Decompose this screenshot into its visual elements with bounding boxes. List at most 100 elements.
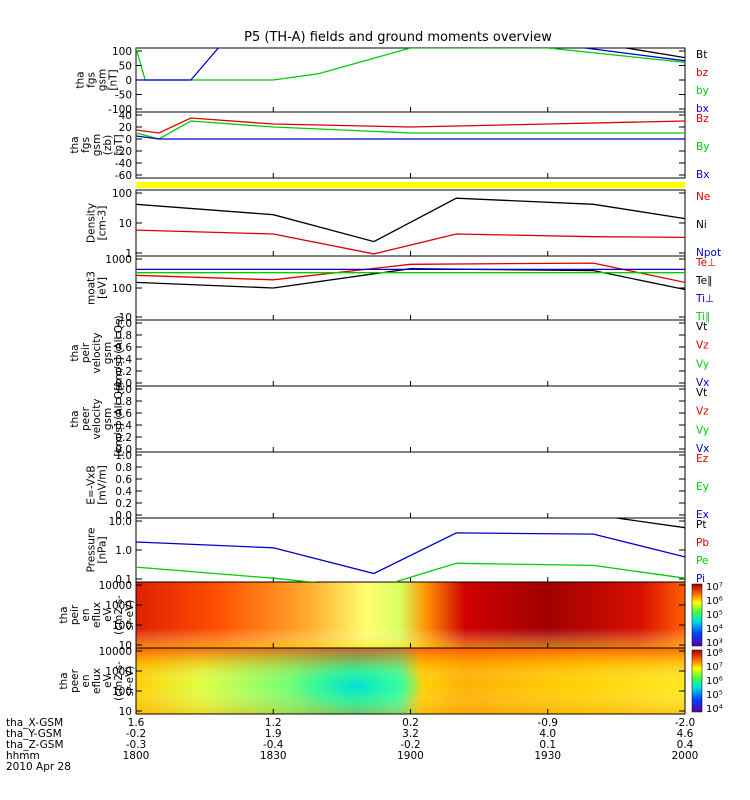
y-axis-label-line: gsm <box>97 69 109 91</box>
y-tick-label: 0.2 <box>115 498 132 510</box>
y-axis-label-line: tha <box>75 71 87 88</box>
y-axis-label-line: E=-VxB <box>86 465 98 504</box>
y-axis-label-line: velocity <box>91 332 103 373</box>
y-axis-label-line: gsm <box>102 408 114 430</box>
y-tick-label: 0.4 <box>115 486 132 498</box>
panel-fgs: 100 50 0 -50 -100 thafgsgsm[nT] Bt bz by bx <box>75 46 709 116</box>
peir-spectrogram-shade <box>136 582 685 648</box>
x-row-value: 0.4 <box>677 739 694 751</box>
x-row-value: 1800 <box>123 750 150 762</box>
y-tick-label: 50 <box>119 61 132 73</box>
legend-entry: Vt <box>696 387 707 399</box>
y-tick-label: 0.8 <box>115 462 132 474</box>
panel-frame <box>135 517 686 583</box>
panel-density: 100 10 1 Density[cm-3] Ne Ni Npot <box>86 188 722 260</box>
legend-entry: Pt <box>696 519 706 531</box>
y-tick-label: -40 <box>115 158 132 170</box>
panel-efield: 1.00.80.60.40.20.0 E=-VxB[mV/m] Ez Ey Ex <box>86 450 709 522</box>
series-line <box>136 120 685 140</box>
x-row-label: tha_X-GSM <box>6 717 63 729</box>
y-axis-label: moat3[eV] <box>86 271 109 305</box>
y-axis-label-line: tha <box>69 136 81 153</box>
x-row-label: tha_Y-GSM <box>6 728 62 740</box>
y-axis-label-line: Density <box>86 203 98 243</box>
y-tick-label: 0.8 <box>115 330 132 342</box>
colorbar <box>691 649 703 713</box>
panel-frame <box>135 451 686 519</box>
y-axis-label-line: peer <box>69 668 81 693</box>
x-row-value: 4.6 <box>677 728 694 740</box>
series-line <box>136 48 685 81</box>
legend-entry: Pb <box>696 537 709 549</box>
series-line <box>616 518 685 529</box>
x-row-value: -0.9 <box>538 717 559 729</box>
legend-entry: Ti∥ <box>695 311 710 323</box>
y-axis-label-line: [nT] <box>108 69 120 90</box>
colorbar-label: 10⁵ <box>706 610 723 621</box>
panel-temp: 1000 100 10 moat3[eV] Te⊥ Te∥ Ti⊥ Ti∥ <box>86 254 717 324</box>
y-axis-label-line: en <box>80 608 92 621</box>
y-tick-label: 1.0 <box>115 384 132 396</box>
y-axis-label-line: [km/s] (All Qs) <box>113 315 125 390</box>
colorbar-label: 10⁴ <box>706 624 723 635</box>
legend-entry: Bt <box>696 49 707 61</box>
y-axis-label-line: moat3 <box>86 271 98 305</box>
y-axis-label-line: tha <box>69 344 81 361</box>
y-tick-label: 100 <box>112 620 132 632</box>
y-tick-label: 0.4 <box>115 420 132 432</box>
legend-entry: Ex <box>696 509 709 521</box>
y-tick-label: -20 <box>115 146 132 158</box>
x-row-value: 1900 <box>397 750 424 762</box>
y-tick-label: 100 <box>112 686 132 698</box>
colorbar <box>691 583 703 647</box>
panel-peerspec: 10000 1000 100 10 thapeerenefluxeV(cm2-s-sr-… <box>58 646 723 718</box>
legend-entry: Ni <box>696 219 707 231</box>
legend-entry: by <box>696 85 709 97</box>
x-row-value: -0.2 <box>126 728 147 740</box>
y-axis-label-line: [km/s] (All Qs) <box>113 381 125 456</box>
y-tick-label: 1 <box>125 248 132 260</box>
panels: 100500-50-100thafgsgsm[nT]Btbzbybx40200-… <box>58 46 723 718</box>
panel-frame <box>135 385 686 453</box>
panel-peirvel: 1.00.80.60.40.20.0thapeirvelocitygsm[km/… <box>69 315 709 390</box>
y-tick-label: 1.0 <box>115 318 132 330</box>
y-tick-label: 10 <box>119 312 132 324</box>
y-axis-label-line: eV <box>102 673 114 687</box>
y-tick-label: 10000 <box>99 646 132 658</box>
y-tick-label: 10 <box>119 706 132 718</box>
y-tick-label: 40 <box>119 110 132 122</box>
series-line <box>136 117 685 134</box>
x-date: 2010 Apr 28 <box>6 761 71 773</box>
legend-entry: Bx <box>696 169 709 181</box>
panel-peirspec: 10000 1000 100 10 thapeirenefluxeV(cm2-s-sr-… <box>58 580 723 652</box>
series-line <box>136 268 685 291</box>
y-tick-label: 100 <box>112 283 132 295</box>
legend-entry: Npot <box>696 247 721 259</box>
x-row-value: 1930 <box>534 750 561 762</box>
x-row-label: hhmm <box>6 750 40 762</box>
y-axis-label-line: gsm <box>102 342 114 364</box>
y-tick-label: 20 <box>119 122 132 134</box>
y-axis-label-line: eV <box>102 607 114 621</box>
y-tick-label: 0.6 <box>115 408 132 420</box>
y-tick-label: 1000 <box>105 666 132 678</box>
colorbar-label: 10³ <box>706 638 723 649</box>
x-row-value: 1.9 <box>265 728 282 740</box>
y-tick-label: 0.6 <box>115 474 132 486</box>
y-axis-label: thapeervelocitygsm[km/s] (All Qs) <box>69 381 125 456</box>
y-axis-label-line: peir <box>80 342 92 363</box>
legend-entry: Ez <box>696 453 709 465</box>
series-group <box>136 117 685 140</box>
legend-entry: bz <box>696 67 709 79</box>
y-tick-label: 1000 <box>105 600 132 612</box>
y-tick-label: 0.8 <box>115 396 132 408</box>
legend-entry: Pe <box>696 555 708 567</box>
y-axis-label: thafgsgsm(zb)[nT] <box>69 134 125 156</box>
y-axis-label-line: (cm2-s- <box>113 661 125 701</box>
quality-flag-bar <box>136 182 685 188</box>
peer-spectrogram-core <box>285 660 426 713</box>
y-tick-label: -50 <box>115 90 132 102</box>
y-axis-label-line: [mV/m] <box>97 465 109 504</box>
